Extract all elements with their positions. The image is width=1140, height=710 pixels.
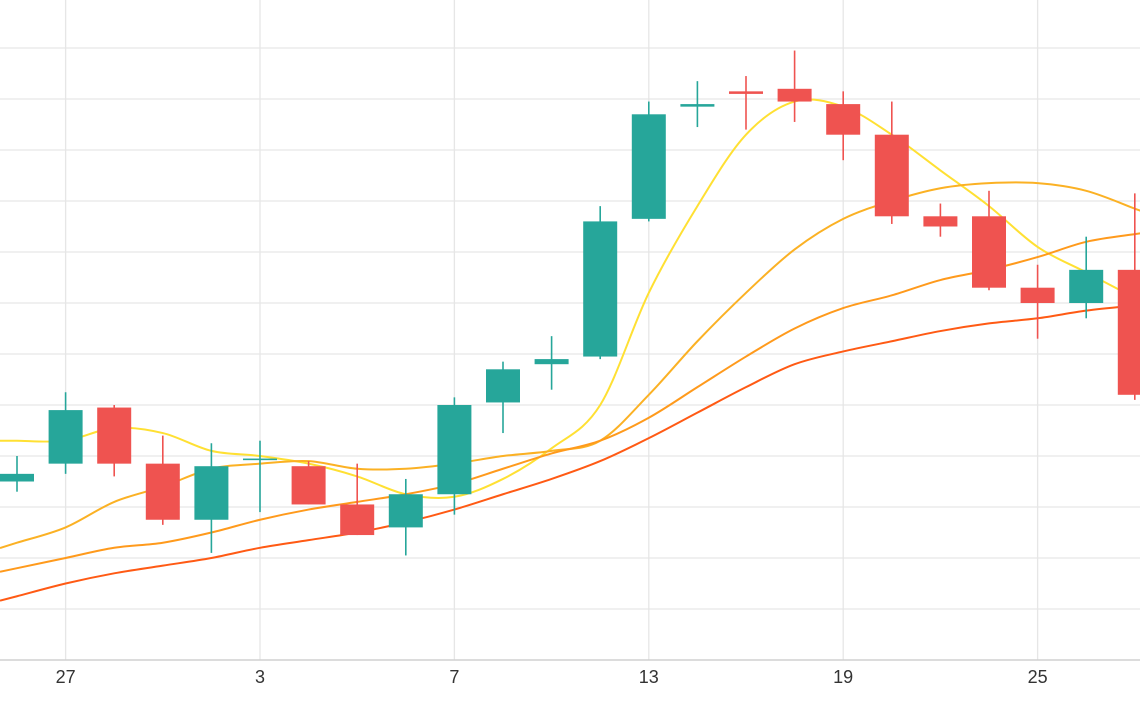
candle xyxy=(826,91,861,161)
candle xyxy=(486,361,520,434)
candle-body xyxy=(243,458,277,461)
x-tick-label: 19 xyxy=(833,667,853,687)
candle-body xyxy=(194,466,229,520)
candle-body xyxy=(1069,269,1104,303)
candle-body xyxy=(486,369,520,403)
candle-body xyxy=(437,405,472,495)
candle xyxy=(145,435,180,525)
candle xyxy=(97,405,132,477)
x-tick-label: 7 xyxy=(449,667,459,687)
candle xyxy=(631,101,666,222)
candle-body xyxy=(583,221,618,357)
candle-body xyxy=(340,504,375,536)
candle-body xyxy=(534,359,569,365)
candle xyxy=(243,440,277,513)
candle-body xyxy=(0,473,34,482)
candle xyxy=(583,206,618,360)
candle-body xyxy=(729,91,763,94)
x-tick-label: 3 xyxy=(255,667,265,687)
candle-body xyxy=(388,494,423,528)
moving-average-lines xyxy=(0,98,1140,602)
candle-body xyxy=(680,104,715,107)
candle xyxy=(534,336,569,390)
candle xyxy=(340,463,375,536)
candles xyxy=(0,50,1140,556)
candle xyxy=(0,456,34,492)
candle xyxy=(194,443,229,553)
candle xyxy=(874,101,909,224)
candle xyxy=(48,392,83,474)
candle-body xyxy=(631,114,666,219)
candle xyxy=(1020,264,1055,339)
x-axis: 27 3 7 13 19 25 xyxy=(0,659,1140,687)
candle-body xyxy=(923,216,958,227)
candle-body xyxy=(145,463,180,520)
candle-body xyxy=(97,407,132,464)
candle-body xyxy=(777,88,812,102)
candle xyxy=(437,397,472,515)
candle xyxy=(972,190,1006,291)
x-tick-label: 27 xyxy=(56,667,76,687)
candle xyxy=(291,461,326,505)
candle-body xyxy=(291,466,326,505)
moving-average-line-3 xyxy=(0,232,1140,573)
x-tick-label: 25 xyxy=(1028,667,1048,687)
moving-average-line-1 xyxy=(0,98,1140,500)
candle-body xyxy=(972,216,1006,288)
candle-body xyxy=(826,104,861,135)
candle-body xyxy=(874,134,909,217)
candle-body xyxy=(48,410,83,464)
candle xyxy=(1069,236,1104,319)
candle xyxy=(729,76,763,130)
moving-average-line-4 xyxy=(0,303,1140,602)
candle xyxy=(1117,193,1140,400)
candle-body xyxy=(1020,287,1055,303)
candle xyxy=(777,50,812,122)
candle xyxy=(388,478,423,556)
x-tick-label: 13 xyxy=(639,667,659,687)
candle-body xyxy=(1117,269,1140,395)
candle xyxy=(923,203,958,237)
chart-grid xyxy=(0,0,1140,661)
candle xyxy=(680,81,715,128)
